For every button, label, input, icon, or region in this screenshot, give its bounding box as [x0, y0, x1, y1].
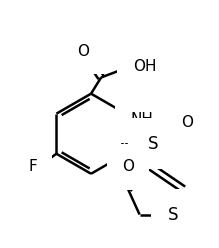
Text: F: F	[28, 159, 37, 174]
Text: S: S	[148, 135, 159, 153]
Text: O: O	[77, 44, 89, 59]
Text: S: S	[168, 206, 178, 223]
Text: OH: OH	[133, 59, 156, 74]
Text: O: O	[122, 159, 134, 174]
Text: NH: NH	[131, 112, 153, 127]
Text: O: O	[181, 115, 193, 130]
